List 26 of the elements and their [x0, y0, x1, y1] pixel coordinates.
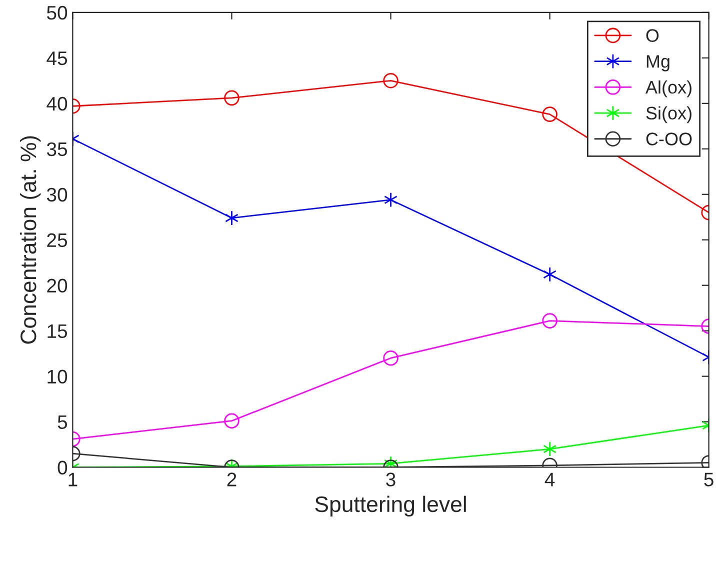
- y-tick-label: 10: [48, 370, 68, 384]
- y-tick-label: 30: [46, 188, 68, 202]
- legend-label: Si(ox): [646, 106, 692, 124]
- x-tick-label: 3: [386, 472, 396, 486]
- y-tick-label: 15: [48, 324, 68, 338]
- point: [383, 73, 398, 88]
- x-tick-label: 5: [704, 472, 714, 486]
- y-tick-label: 40: [46, 96, 68, 111]
- y-tick-label: 25: [47, 233, 68, 248]
- point: [383, 350, 398, 366]
- x-tick-label: 4: [544, 472, 555, 486]
- x-axis-title: Sputtering level: [315, 496, 466, 517]
- x-tick-label: 1: [68, 472, 78, 486]
- legend-label: C-OO: [646, 132, 692, 146]
- y-tick-label: 50: [46, 6, 68, 20]
- legend-label: O: [646, 29, 659, 42]
- y-tick-label: 5: [58, 415, 68, 430]
- legend-label: Al(ox): [645, 80, 692, 98]
- y-axis-title: Concentration (at. %): [20, 136, 41, 344]
- y-tick-label: 20: [47, 278, 68, 293]
- legend-label: Mg: [646, 55, 670, 72]
- y-tick-label: 0: [58, 460, 68, 474]
- x-tick-label: 2: [227, 472, 236, 486]
- y-tick-label: 45: [46, 52, 68, 66]
- point: [384, 192, 398, 208]
- y-tick-label: 35: [46, 142, 68, 156]
